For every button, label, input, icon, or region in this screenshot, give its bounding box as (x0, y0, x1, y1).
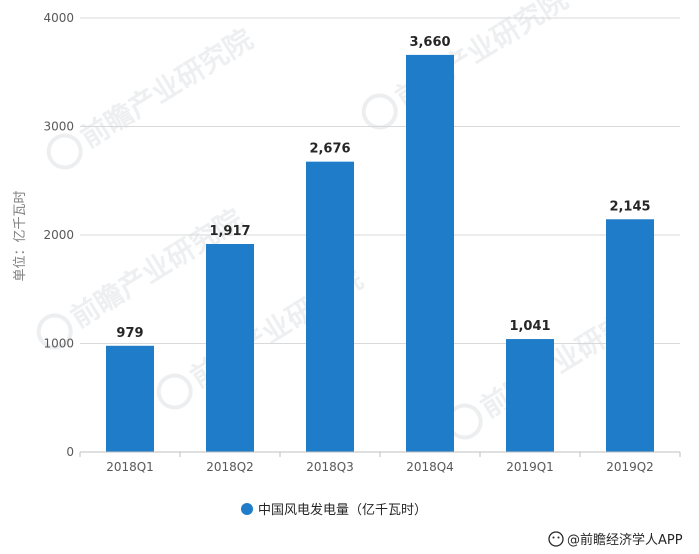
watermark-text: 前瞻产业研究院 (75, 22, 259, 154)
x-category-label: 2018Q4 (406, 460, 454, 474)
data-label: 3,660 (409, 35, 450, 50)
watermark: 前瞻产业研究院 (361, 0, 574, 130)
legend-marker (241, 503, 253, 515)
wechat-icon (548, 531, 564, 547)
legend: 中国风电发电量（亿千瓦时） (241, 502, 427, 518)
x-category-label: 2019Q2 (606, 460, 654, 474)
y-tick-label: 4000 (43, 11, 74, 25)
source-label: @前瞻经济学人APP (567, 532, 683, 548)
bar (306, 161, 354, 453)
y-tick-label: 2000 (43, 228, 74, 242)
watermark: 前瞻产业研究院 (46, 22, 259, 170)
bar (106, 345, 154, 452)
bar (206, 244, 254, 452)
bar (606, 219, 654, 452)
y-axis-label: 单位：亿千瓦时 (13, 190, 28, 281)
qianzhan-logo-icon (156, 373, 193, 410)
grid-lines (80, 17, 680, 344)
x-category-label: 2018Q1 (106, 460, 154, 474)
data-labels: 979 1,917 2,676 3,660 1,041 2,145 (116, 35, 650, 341)
x-axis-categories: 2018Q1 2018Q2 2018Q3 2018Q4 2019Q1 2019Q2 (79, 452, 681, 474)
data-label: 979 (116, 326, 143, 341)
y-tick-label: 0 (66, 445, 74, 459)
qianzhan-logo-icon (361, 93, 398, 130)
x-category-label: 2018Q3 (306, 460, 354, 474)
y-tick-label: 1000 (43, 337, 74, 351)
qianzhan-logo-icon (36, 313, 73, 350)
bars (106, 54, 654, 453)
qianzhan-logo-icon (46, 133, 83, 170)
y-tick-label: 3000 (43, 120, 74, 134)
data-label: 1,041 (509, 319, 550, 334)
legend-label: 中国风电发电量（亿千瓦时） (258, 502, 427, 518)
data-label: 2,145 (609, 199, 650, 214)
data-label: 1,917 (209, 224, 250, 239)
y-axis-ticks: 0 1000 2000 3000 4000 (43, 11, 74, 459)
x-category-label: 2018Q2 (206, 460, 254, 474)
bar (506, 339, 554, 452)
data-label: 2,676 (309, 142, 350, 157)
source-credit: @前瞻经济学人APP (548, 531, 683, 548)
x-category-label: 2019Q1 (506, 460, 554, 474)
bar (406, 54, 454, 452)
